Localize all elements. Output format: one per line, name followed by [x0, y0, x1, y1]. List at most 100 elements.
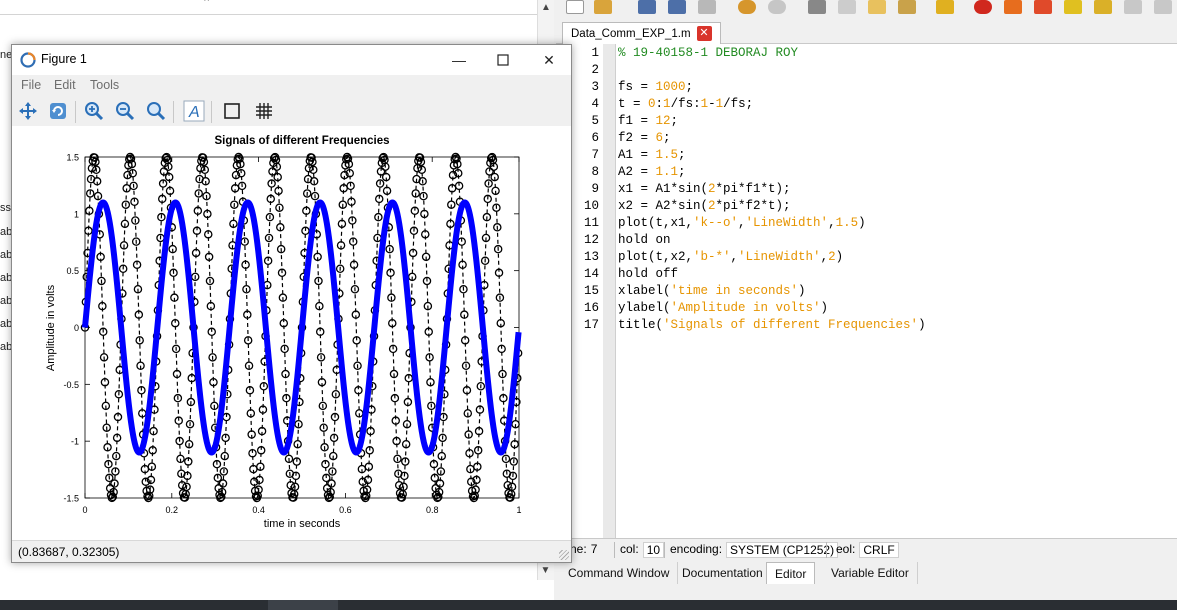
tab-documentation[interactable]: Documentation	[674, 562, 772, 584]
menu-file[interactable]: File	[21, 78, 42, 92]
data-point	[434, 492, 443, 502]
figure-canvas[interactable]: Signals of different Frequencies -1.5 -1 -…	[12, 126, 571, 540]
undo-icon[interactable]	[738, 0, 756, 14]
data-point	[320, 443, 329, 452]
data-point	[246, 409, 256, 418]
zoom-in-icon[interactable]	[82, 99, 106, 123]
save-icon[interactable]	[638, 0, 656, 14]
tab-variable-editor[interactable]: Variable Editor	[823, 562, 918, 584]
data-point	[281, 369, 290, 379]
code-line[interactable]: f1 = 12;	[618, 114, 678, 128]
save-as-icon[interactable]	[668, 0, 686, 14]
menu-edit[interactable]: Edit	[54, 78, 76, 92]
data-point	[493, 244, 503, 254]
line-number: 15	[583, 284, 599, 298]
code-token: )	[858, 216, 866, 230]
line-number: 16	[583, 301, 599, 315]
code-line[interactable]: hold on	[618, 233, 671, 247]
code-line[interactable]: f2 = 6;	[618, 131, 671, 145]
pan-icon[interactable]	[16, 99, 40, 123]
code-token: 2	[708, 199, 716, 213]
data-point	[209, 377, 218, 387]
data-point	[293, 439, 302, 449]
open-folder-icon[interactable]	[594, 0, 612, 14]
continue-icon[interactable]	[1124, 0, 1142, 14]
data-point	[483, 194, 492, 204]
minimize-icon[interactable]: —	[452, 52, 466, 68]
x-axis-label: time in seconds	[264, 518, 341, 530]
code-token: 12	[655, 114, 671, 128]
signals-chart[interactable]: Signals of different Frequencies -1.5 -1 -…	[12, 126, 571, 540]
scroll-down-icon[interactable]: ▼	[540, 565, 551, 576]
edit-icon[interactable]	[898, 0, 916, 14]
code-token: t =	[618, 97, 649, 111]
code-line[interactable]: plot(t,x1,'k--o','LineWidth',1.5)	[618, 216, 866, 230]
code-line[interactable]: ylabel('Amplitude in volts')	[618, 301, 828, 315]
code-line[interactable]: % 19-40158-1 DEBORAJ ROY	[618, 46, 798, 60]
data-point	[148, 446, 157, 455]
collapse-caret-icon[interactable]: ⌃	[202, 0, 212, 9]
code-line[interactable]: A1 = 1.5;	[618, 148, 686, 162]
paste-icon[interactable]	[868, 0, 886, 14]
zoom-fit-icon[interactable]	[144, 99, 168, 123]
zoom-out-icon[interactable]	[113, 99, 137, 123]
redo-icon[interactable]	[768, 0, 786, 14]
close-icon[interactable]: ✕	[696, 26, 712, 41]
stop-icon[interactable]	[1154, 0, 1172, 14]
scroll-up-icon[interactable]: ▲	[541, 2, 551, 13]
code-token: xlabel(	[618, 284, 671, 298]
data-point	[141, 477, 151, 487]
code-editor[interactable]: 1 2 3 4 5 6 7 8 9 10 11 12 13 14 15 16 17 % 19-40158-1 D…	[556, 44, 1177, 538]
code-line[interactable]: A2 = 1.1;	[618, 165, 686, 179]
step-out-icon[interactable]	[1094, 0, 1112, 14]
y-tick-label: 0	[74, 323, 79, 333]
data-point	[465, 448, 474, 458]
close-icon[interactable]: ✕	[543, 52, 555, 68]
data-point	[489, 162, 499, 171]
resize-grip-icon[interactable]	[559, 550, 569, 560]
data-point	[220, 451, 229, 461]
step-icon[interactable]	[1034, 0, 1052, 14]
settings-icon[interactable]	[936, 0, 954, 14]
box-icon[interactable]	[220, 99, 244, 123]
data-point	[308, 157, 317, 167]
data-point	[497, 344, 506, 354]
data-point	[294, 419, 303, 429]
tab-command-window[interactable]: Command Window	[560, 562, 679, 584]
code-line[interactable]: fs = 1000;	[618, 80, 693, 94]
code-line[interactable]: x1 = A1*sin(2*pi*f1*t);	[618, 182, 791, 196]
code-line[interactable]: plot(t,x2,'b-*','LineWidth',2)	[618, 250, 843, 264]
figure-window[interactable]: Figure 1 — ✕ File Edit Tools	[11, 44, 572, 563]
file-tab[interactable]: Data_Comm_EXP_1.m ✕	[562, 22, 721, 44]
step-in-icon[interactable]	[1064, 0, 1082, 14]
grid-icon[interactable]	[252, 99, 276, 123]
cut-icon[interactable]	[808, 0, 826, 14]
code-line[interactable]: x2 = A2*sin(2*pi*f2*t);	[618, 199, 791, 213]
data-point	[284, 454, 294, 464]
maximize-icon[interactable]	[490, 49, 516, 71]
data-point	[203, 209, 212, 219]
editor-statusbar: ne: 7 col: 10 encoding: SYSTEM (CP1252) …	[556, 538, 1177, 560]
data-point	[84, 226, 93, 236]
new-file-icon[interactable]	[566, 0, 584, 14]
data-point	[411, 189, 420, 198]
copy-icon[interactable]	[838, 0, 856, 14]
data-point	[434, 487, 444, 497]
menu-tools[interactable]: Tools	[90, 78, 120, 92]
code-line[interactable]: title('Signals of different Frequencies'…	[618, 318, 926, 332]
print-icon[interactable]	[698, 0, 716, 14]
rotate-icon[interactable]	[46, 99, 70, 123]
data-point	[219, 467, 229, 476]
figure-titlebar[interactable]: Figure 1 — ✕	[12, 45, 571, 75]
run-icon[interactable]	[1004, 0, 1022, 14]
tab-editor[interactable]: Editor	[766, 562, 816, 584]
code-line[interactable]: xlabel('time in seconds')	[618, 284, 806, 298]
taskbar-item[interactable]	[268, 600, 338, 610]
code-line[interactable]: hold off	[618, 267, 678, 281]
data-point	[374, 194, 384, 204]
text-icon[interactable]: A	[182, 99, 206, 123]
breakpoint-icon[interactable]	[974, 0, 992, 14]
data-point	[254, 485, 263, 494]
code-line[interactable]: t = 0:1/fs:1-1/fs;	[618, 97, 753, 111]
data-point	[278, 293, 288, 302]
